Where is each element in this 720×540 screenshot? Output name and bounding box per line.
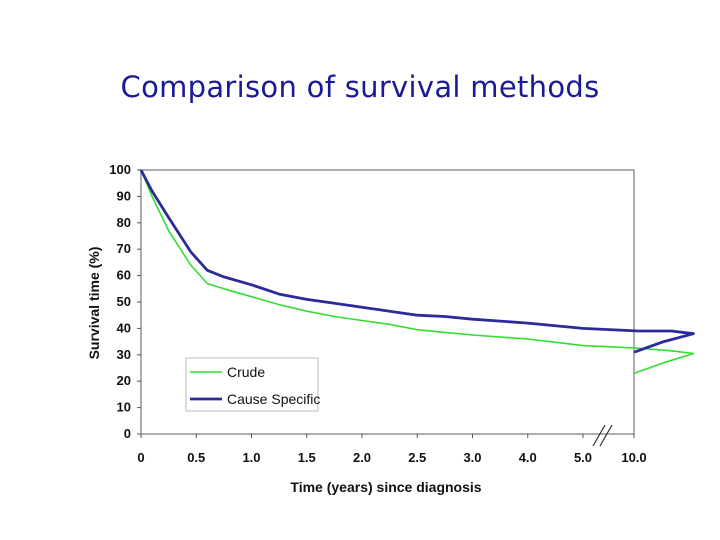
y-tick-label-40: 40 bbox=[117, 320, 131, 335]
y-tick-label-0: 0 bbox=[124, 426, 131, 441]
x-tick-label-5: 2.5 bbox=[408, 450, 426, 465]
x-axis-title: Time (years) since diagnosis bbox=[290, 479, 481, 495]
y-tick-label-60: 60 bbox=[117, 268, 131, 283]
x-tick-label-1: 0.5 bbox=[187, 450, 205, 465]
axis-break-mark-1 bbox=[592, 424, 606, 447]
y-tick-label-80: 80 bbox=[117, 215, 131, 230]
legend-label-crude: Crude bbox=[227, 364, 265, 380]
x-tick-label-3: 1.5 bbox=[298, 450, 316, 465]
x-tick-label-6: 3.0 bbox=[463, 450, 481, 465]
y-tick-label-30: 30 bbox=[117, 347, 131, 362]
y-tick-label-100: 100 bbox=[109, 162, 131, 177]
y-tick-label-10: 10 bbox=[117, 400, 131, 415]
slide-title: Comparison of survival methods bbox=[120, 70, 600, 104]
x-tick-label-4: 2.0 bbox=[353, 450, 371, 465]
y-tick-label-50: 50 bbox=[117, 294, 131, 309]
axis-break-mark-2 bbox=[599, 424, 613, 447]
x-tick-label-8: 5.0 bbox=[574, 450, 592, 465]
legend-box bbox=[185, 357, 319, 412]
legend-label-cause-specific: Cause Specific bbox=[227, 391, 320, 407]
y-tick-label-90: 90 bbox=[117, 188, 131, 203]
series-line-cause-specific bbox=[139, 169, 695, 354]
y-tick-label-20: 20 bbox=[117, 373, 131, 388]
x-tick-label-9: 10.0 bbox=[621, 450, 646, 465]
series-line-crude bbox=[140, 169, 695, 375]
x-tick-label-7: 4.0 bbox=[519, 450, 537, 465]
x-tick-label-0: 0 bbox=[137, 450, 144, 465]
y-tick-label-70: 70 bbox=[117, 241, 131, 256]
y-axis-title: Survival time (%) bbox=[86, 247, 102, 360]
x-tick-label-2: 1.0 bbox=[242, 450, 260, 465]
